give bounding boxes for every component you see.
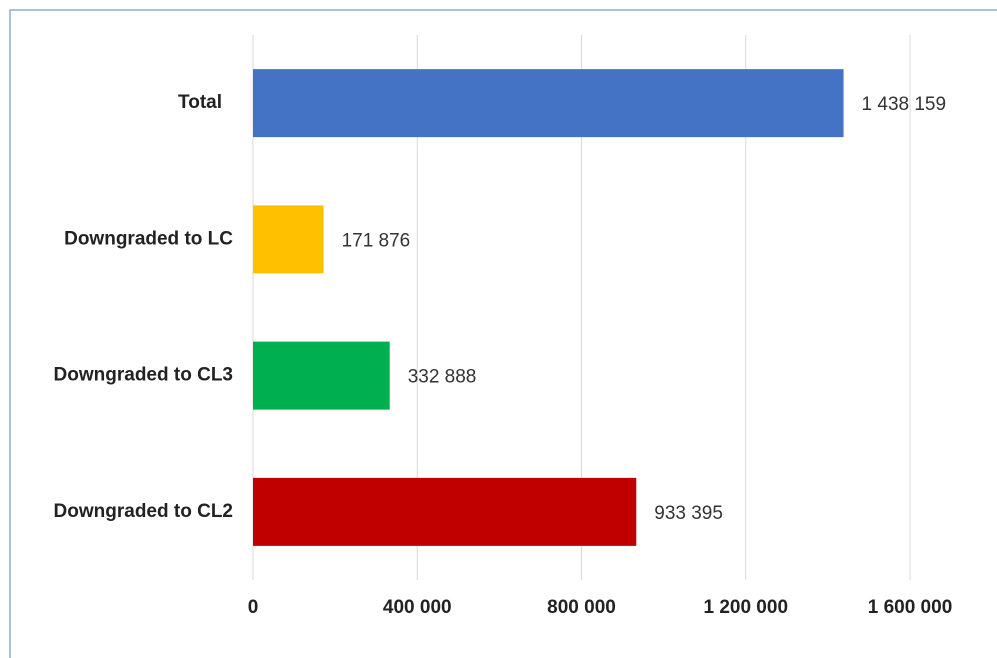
x-tick-label: 400 000: [383, 597, 452, 618]
x-tick-label: 800 000: [547, 597, 616, 618]
x-tick-label: 1 600 000: [868, 597, 953, 618]
x-tick-label: 0: [248, 597, 259, 618]
bar: [253, 69, 844, 138]
bar: [253, 477, 637, 546]
value-label: 1 438 159: [862, 94, 947, 115]
value-label: 332 888: [408, 367, 477, 388]
bar: [253, 205, 324, 274]
value-label: 171 876: [342, 230, 411, 251]
category-label: Total: [178, 92, 222, 113]
bar: [253, 341, 390, 410]
category-label: Downgraded to LC: [64, 228, 233, 249]
category-label: Downgraded to CL3: [54, 365, 233, 386]
x-tick-label: 1 200 000: [703, 597, 788, 618]
value-label: 933 395: [654, 503, 723, 524]
category-label: Downgraded to CL2: [54, 501, 233, 522]
